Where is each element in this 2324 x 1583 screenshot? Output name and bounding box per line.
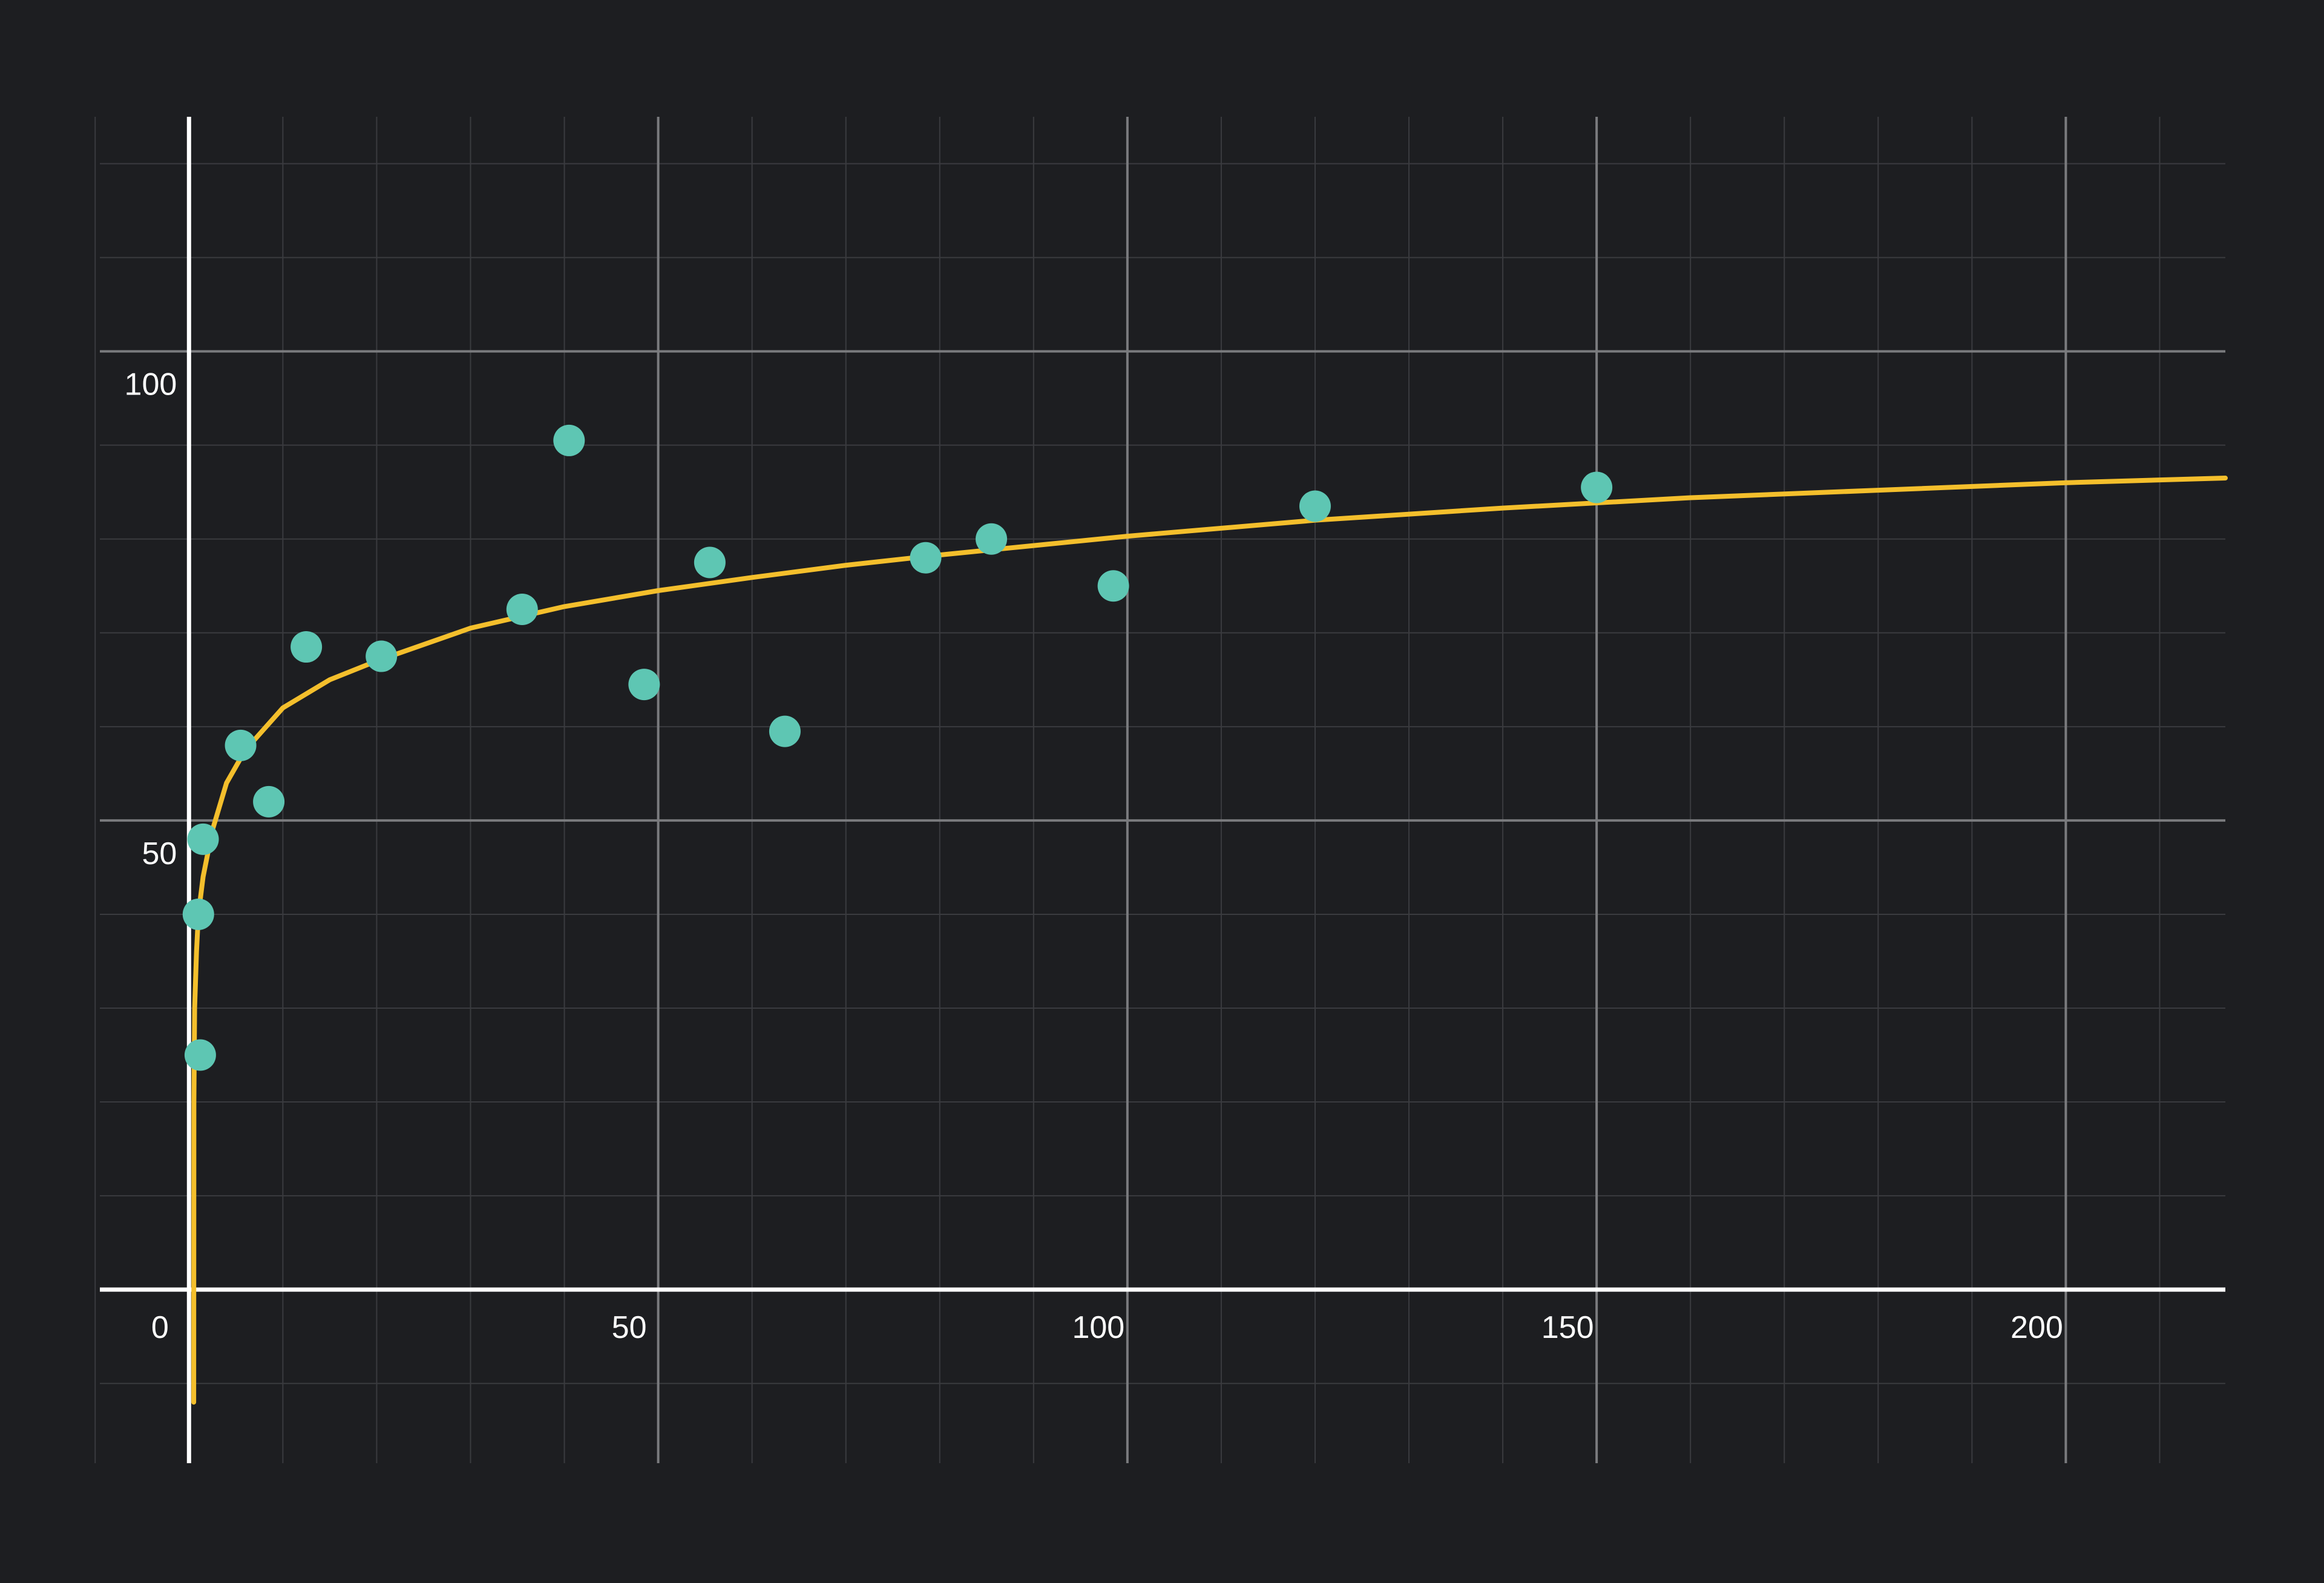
scatter-point (182, 898, 214, 930)
scatter-point (366, 640, 398, 672)
scatter-point (290, 631, 323, 663)
scatter-point (553, 424, 585, 456)
scatter-point (225, 729, 257, 761)
scatter-point (187, 823, 219, 855)
scatter-point (910, 542, 942, 574)
scatter-point (769, 715, 801, 747)
axes (100, 117, 2225, 1463)
tick-labels: 0 50 100 150 200 50 100 (125, 367, 2063, 1346)
x-tick-label: 0 (151, 1310, 169, 1345)
x-tick-label: 50 (612, 1310, 647, 1345)
scatter-point (976, 523, 1008, 555)
x-tick-label: 150 (1541, 1310, 1594, 1345)
scatter-point (253, 785, 285, 818)
points-layer (182, 424, 1613, 1071)
grid-major (100, 117, 2225, 1463)
scatter-point (506, 594, 538, 626)
scatter-point (1299, 490, 1331, 522)
y-tick-label: 100 (125, 367, 177, 402)
scatter-point (1097, 570, 1129, 602)
x-tick-label: 200 (2011, 1310, 2063, 1345)
scatter-point (694, 546, 726, 578)
scatter-point (628, 669, 660, 701)
grid-minor (94, 117, 2225, 1463)
y-tick-label: 50 (142, 836, 177, 871)
scatter-point (184, 1039, 216, 1071)
x-tick-label: 100 (1072, 1310, 1124, 1345)
scatter-point (1581, 471, 1613, 503)
